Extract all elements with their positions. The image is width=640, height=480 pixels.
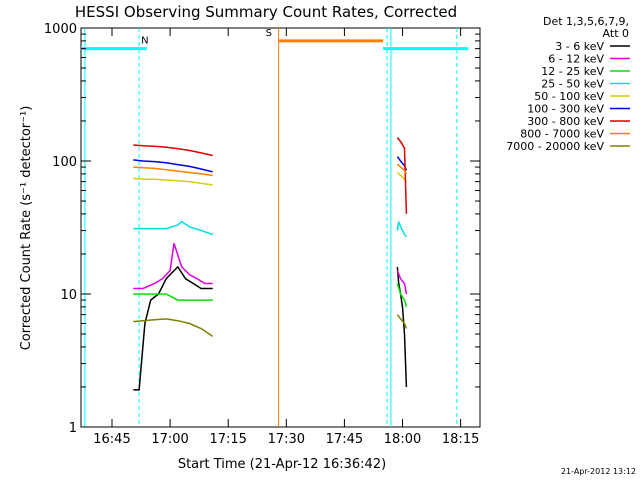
legend-label-5: 100 - 300 keV: [527, 103, 604, 116]
series-line-8-seg-1: [396, 314, 408, 329]
x-tick-label-0: 16:45: [93, 432, 130, 447]
series-line-0-seg-0: [133, 265, 213, 391]
x-tick-label-5: 18:00: [384, 432, 421, 447]
y-axis-label: Corrected Count Rate (s⁻¹ detector⁻¹): [19, 106, 34, 351]
series-line-2-seg-1: [396, 283, 408, 308]
flag-label-1: N: [141, 36, 148, 47]
chart-title: HESSI Observing Summary Count Rates, Cor…: [75, 3, 457, 21]
timestamp: 21-Apr-2012 13:12: [561, 467, 636, 476]
series-line-5-seg-0: [133, 159, 213, 173]
legend-header-line-1: Det 1,3,5,6,7,9,: [543, 15, 629, 28]
y-tick-label-2: 100: [52, 155, 77, 170]
y-tick-label-0: 1: [69, 421, 77, 436]
legend-label-7: 800 - 7000 keV: [520, 128, 604, 141]
vertical-markers: [84, 28, 458, 427]
y-tick-label-3: 1000: [44, 22, 77, 37]
legend-label-6: 300 - 800 keV: [527, 115, 604, 128]
plot-area: [80, 27, 481, 428]
series-line-1-seg-0: [133, 243, 213, 290]
series-line-6-seg-1: [396, 137, 408, 214]
series-line-2-seg-0: [133, 293, 213, 301]
x-tick-label-1: 17:00: [151, 432, 188, 447]
y-axis-ticks: 1 10 100 1000: [44, 22, 480, 436]
y-tick-label-1: 10: [60, 288, 77, 303]
x-axis-ticks: 16:45 17:00 17:15 17:30 17:45 18:00 18:15: [93, 28, 479, 447]
series-line-7-seg-1: [396, 163, 408, 175]
legend-label-2: 12 - 25 keV: [541, 65, 604, 78]
series-line-3-seg-0: [133, 220, 213, 236]
series-group: [133, 137, 408, 391]
x-tick-label-6: 18:15: [442, 432, 479, 447]
series-line-8-seg-0: [133, 318, 214, 338]
legend-header-line-2: Att 0: [603, 27, 629, 40]
flag-label-2: S: [266, 28, 272, 39]
flag-bars: NS: [81, 28, 469, 51]
series-line-1-seg-1: [396, 270, 408, 295]
x-tick-label-3: 17:30: [268, 432, 305, 447]
legend-label-0: 3 - 6 keV: [555, 40, 604, 53]
x-tick-label-2: 17:15: [209, 432, 246, 447]
x-axis-label: Start Time (21-Apr-12 16:36:42): [178, 457, 386, 472]
series-line-6-seg-0: [133, 144, 213, 157]
series-line-0-seg-1: [396, 266, 408, 388]
plot-frame: [80, 27, 481, 428]
legend-label-3: 25 - 50 keV: [541, 78, 604, 91]
legend-label-4: 50 - 100 keV: [534, 90, 604, 103]
legend-label-1: 6 - 12 keV: [548, 53, 604, 66]
series-line-4-seg-0: [133, 177, 213, 186]
series-line-7-seg-0: [133, 166, 213, 177]
x-tick-label-4: 17:45: [326, 432, 363, 447]
legend-label-8: 7000 - 20000 keV: [506, 140, 604, 153]
series-line-3-seg-1: [396, 221, 407, 238]
